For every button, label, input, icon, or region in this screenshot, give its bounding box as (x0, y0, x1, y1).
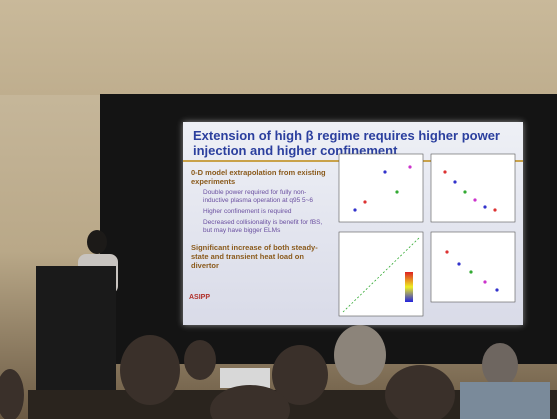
plots (338, 153, 516, 317)
sub-bullet: Double power required for fully non-indu… (203, 189, 314, 204)
wall (0, 0, 557, 95)
plot (338, 153, 424, 223)
plot (338, 231, 424, 317)
podium (36, 266, 116, 396)
speaker-head (87, 230, 107, 254)
sub-bullet: Higher confinement is required (203, 208, 292, 215)
bullet: 0-D model extrapolation from existing ex… (191, 168, 326, 186)
slide: Extension of high β regime requires high… (183, 122, 523, 325)
sub-bullet: Decreased collisionality is benefit for … (203, 219, 323, 234)
projector (220, 368, 270, 388)
plot (430, 153, 516, 223)
audience (0, 325, 550, 419)
logo: ASIPP (189, 294, 211, 301)
plot (430, 231, 516, 303)
bullet-list: 0-D model extrapolation from existing ex… (191, 168, 331, 270)
bullet: Significant increase of both steady-stat… (191, 243, 318, 270)
